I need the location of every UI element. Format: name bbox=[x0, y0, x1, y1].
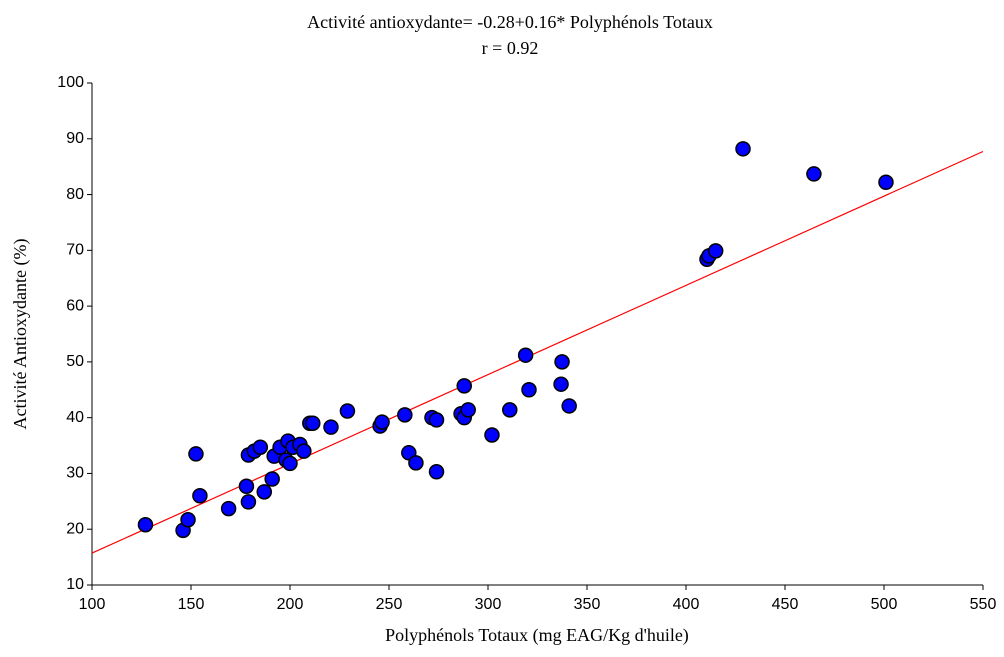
y-tick-label: 90 bbox=[66, 130, 84, 147]
point bbox=[502, 402, 518, 418]
y-tick-label: 30 bbox=[66, 465, 84, 482]
point bbox=[264, 471, 280, 487]
y-axis-label: Activité Antioxydante (%) bbox=[10, 239, 31, 430]
point bbox=[374, 414, 390, 430]
x-tick-label: 550 bbox=[970, 596, 997, 613]
point bbox=[323, 419, 339, 435]
point bbox=[428, 412, 445, 428]
point bbox=[296, 443, 312, 459]
x-axis-label: Polyphénols Totaux (mg EAG/Kg d'huile) bbox=[385, 625, 689, 646]
point bbox=[240, 494, 257, 510]
point bbox=[188, 446, 204, 462]
point bbox=[180, 511, 196, 528]
point bbox=[553, 376, 569, 392]
point bbox=[456, 378, 472, 394]
point bbox=[252, 439, 269, 455]
point bbox=[878, 174, 894, 191]
point bbox=[806, 166, 822, 182]
x-tick-label: 400 bbox=[673, 596, 700, 613]
x-tick-label: 200 bbox=[277, 596, 304, 613]
y-tick-label: 10 bbox=[66, 576, 84, 593]
point bbox=[484, 427, 500, 443]
point bbox=[428, 464, 445, 480]
chart-title: Activité antioxydante= -0.28+0.16* Polyp… bbox=[307, 12, 713, 32]
y-tick-label: 20 bbox=[66, 520, 84, 537]
y-tick-label: 40 bbox=[66, 409, 84, 426]
x-tick-label: 150 bbox=[178, 596, 205, 613]
x-tick-label: 100 bbox=[79, 596, 106, 613]
point bbox=[192, 488, 208, 504]
point bbox=[517, 347, 534, 363]
y-tick-label: 100 bbox=[57, 74, 84, 91]
y-tick-label: 60 bbox=[66, 297, 84, 314]
point bbox=[460, 402, 476, 418]
point bbox=[238, 478, 255, 495]
point bbox=[256, 484, 273, 500]
y-tick-label: 70 bbox=[66, 242, 84, 259]
x-tick-label: 250 bbox=[376, 596, 403, 613]
point bbox=[305, 415, 321, 431]
x-tick-label: 450 bbox=[772, 596, 799, 613]
point bbox=[735, 141, 751, 157]
y-tick-label: 80 bbox=[66, 186, 84, 203]
point bbox=[282, 455, 298, 472]
point bbox=[554, 354, 570, 370]
point bbox=[397, 407, 413, 423]
point bbox=[339, 403, 356, 419]
point bbox=[137, 517, 154, 533]
y-tick-label: 50 bbox=[66, 353, 84, 370]
point bbox=[408, 455, 424, 471]
point bbox=[707, 243, 724, 259]
x-tick-label: 500 bbox=[871, 596, 898, 613]
point bbox=[521, 382, 537, 398]
x-tick-label: 350 bbox=[574, 596, 601, 613]
chart-subtitle: r = 0.92 bbox=[482, 38, 539, 58]
point bbox=[561, 398, 577, 414]
x-tick-label: 300 bbox=[475, 596, 502, 613]
regression-line bbox=[91, 150, 984, 554]
point bbox=[220, 500, 237, 517]
